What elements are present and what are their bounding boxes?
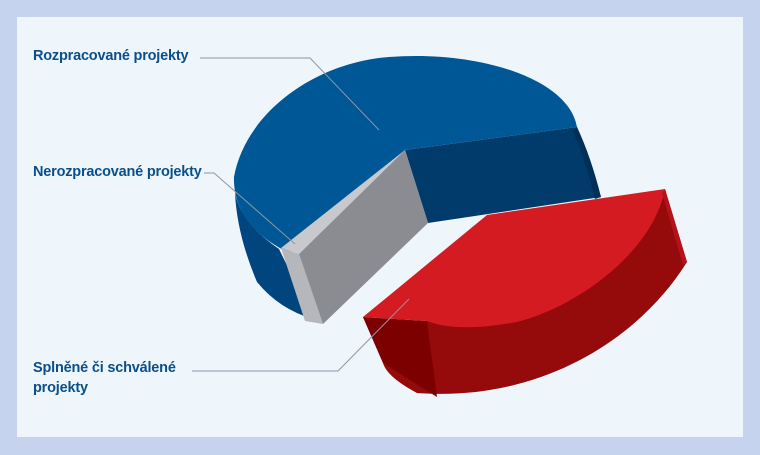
slice-rozpracovane-wall-edge [573, 127, 601, 199]
leader-line-rozpracovane [200, 57, 380, 131]
label-rozpracovane: Rozpracované projekty [33, 48, 189, 64]
slice-splnene-rim [662, 189, 687, 265]
leader-line-nerozpracovane [204, 172, 296, 245]
label-nerozpracovane: Nerozpracované projekty [33, 164, 202, 180]
pie-slice-nerozpracovane [281, 150, 428, 324]
slice-rozpracovane-top [233, 55, 578, 253]
slice-splnene-wall-left [363, 317, 437, 397]
leader-lines [192, 57, 410, 372]
pie-chart [192, 55, 687, 397]
slice-rozpracovane-side [235, 193, 313, 319]
label-splnene: Splněné či schválené projekty [33, 360, 176, 396]
slice-rozpracovane-wall [405, 127, 601, 223]
slice-splnene-top [363, 189, 665, 328]
pie-slice-splnene [363, 189, 687, 397]
slice-nerozpracovane-side [281, 248, 323, 324]
slice-nerozpracovane-top [281, 150, 405, 254]
chart-frame: Rozpracované projekty Nerozpracované pro… [17, 17, 743, 437]
leader-line-splnene [192, 298, 410, 372]
slice-splnene-side [363, 189, 687, 394]
slice-nerozpracovane-wall [299, 150, 428, 324]
pie-slice-rozpracovane [233, 55, 601, 319]
